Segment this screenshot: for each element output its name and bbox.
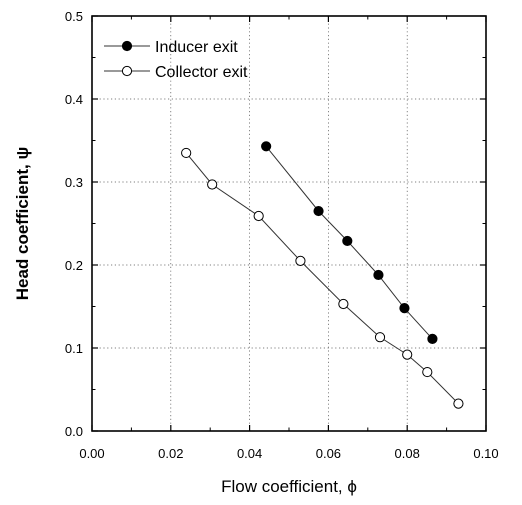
data-point [342, 235, 353, 247]
x-tick-label: 0.08 [395, 446, 420, 461]
series-collector-exit [181, 147, 464, 409]
data-point [313, 205, 324, 217]
data-point [402, 349, 413, 360]
data-point [181, 147, 192, 159]
x-tick-label: 0.02 [158, 446, 183, 461]
legend: Inducer exit Collector exit [104, 39, 248, 81]
y-tick-label: 0.0 [65, 424, 83, 439]
data-point [373, 269, 384, 281]
x-tick-label: 0.04 [237, 446, 262, 461]
x-tick-label: 0.00 [79, 446, 104, 461]
y-tick-label: 0.3 [65, 175, 83, 190]
y-tick-label: 0.2 [65, 258, 83, 273]
y-tick-label: 0.1 [65, 341, 83, 356]
y-tick-label: 0.4 [65, 92, 83, 107]
x-axis-title: Flow coefficient, ϕ [221, 477, 357, 496]
legend-label: Collector exit [155, 64, 248, 81]
data-point [261, 141, 272, 152]
series-line [265, 145, 433, 340]
series-line [185, 152, 459, 404]
x-tick-label: 0.06 [316, 446, 341, 461]
data-point [253, 210, 264, 222]
grid-lines [92, 16, 486, 431]
data-series [181, 141, 464, 409]
y-axis-title: Head coefficient, ψ [13, 147, 32, 301]
x-tick-label: 0.10 [473, 446, 498, 461]
series-inducer-exit [261, 141, 438, 344]
data-point [427, 333, 438, 344]
legend-marker [121, 40, 133, 52]
legend-item: Collector exit [104, 64, 248, 81]
data-point [453, 398, 464, 409]
legend-label: Inducer exit [155, 39, 238, 56]
data-point [338, 298, 349, 310]
axis-ticks: 0.00 0.02 0.04 0.06 0.08 0.10 0.0 0.1 0.2 0.3 0.4 0… [65, 9, 499, 461]
legend-item: Inducer exit [104, 39, 238, 56]
data-point [399, 303, 410, 314]
data-point [207, 179, 218, 190]
data-point [295, 255, 306, 266]
legend-marker [121, 65, 133, 77]
data-point [374, 332, 386, 343]
y-tick-label: 0.5 [65, 9, 83, 24]
data-point [422, 366, 433, 378]
